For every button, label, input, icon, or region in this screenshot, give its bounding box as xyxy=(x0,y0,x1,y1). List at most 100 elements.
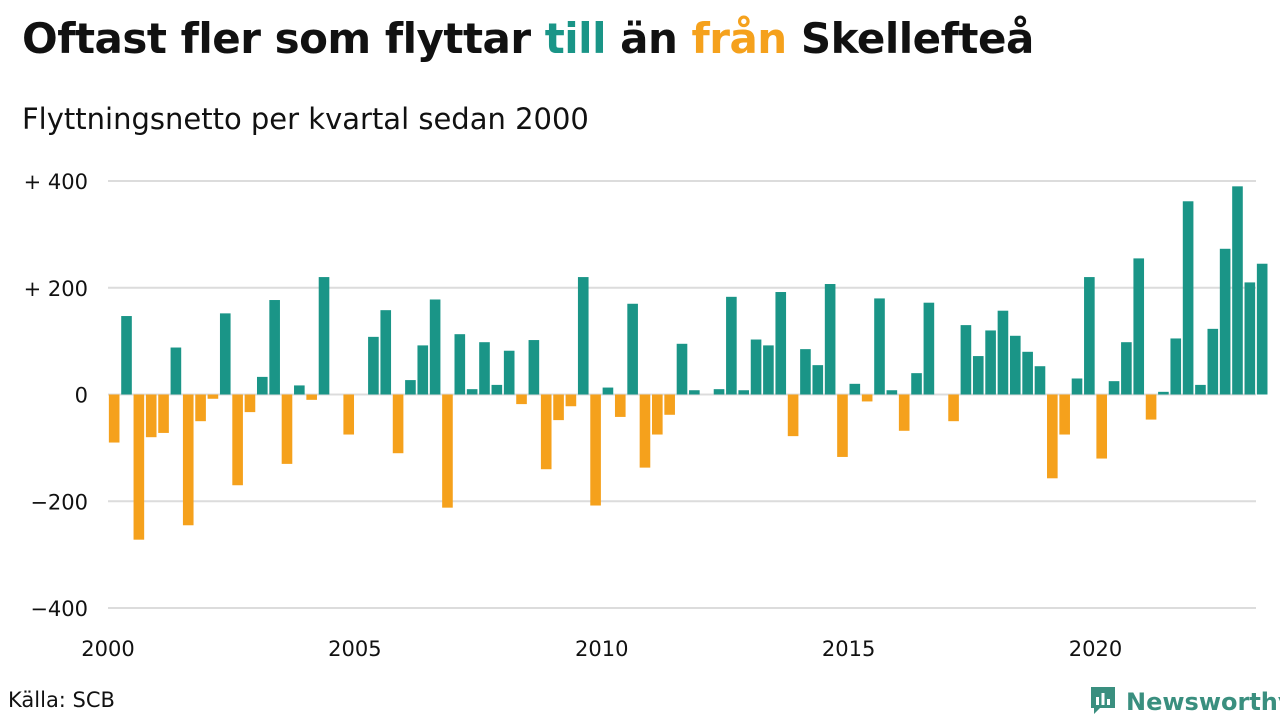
bar-positive xyxy=(1084,277,1095,395)
bar-positive xyxy=(886,390,898,395)
bar-positive xyxy=(269,300,280,395)
title-part-2: än xyxy=(605,14,692,63)
bar-negative xyxy=(343,394,355,435)
chart-title: Oftast fler som flyttar till än från Ske… xyxy=(22,14,1034,63)
bar-negative xyxy=(652,394,663,435)
y-tick-label: −200 xyxy=(30,490,88,514)
bar-positive xyxy=(923,302,935,395)
brand-name: Newsworthy xyxy=(1126,688,1280,716)
bar-negative xyxy=(898,394,910,431)
bar-negative xyxy=(1047,394,1058,479)
title-part-3: Skellefteå xyxy=(786,14,1035,63)
chart-subtitle: Flyttningsnetto per kvartal sedan 2000 xyxy=(22,102,589,136)
x-tick-label: 2000 xyxy=(81,637,134,661)
bar-positive xyxy=(997,310,1009,395)
bar-positive xyxy=(429,299,441,395)
bar-negative xyxy=(145,394,157,438)
bar-positive xyxy=(121,316,132,395)
y-tick-label: 0 xyxy=(75,384,88,408)
bar-positive xyxy=(380,310,392,395)
bar-negative xyxy=(182,394,194,526)
bar-positive xyxy=(874,298,885,395)
x-tick-label: 2020 xyxy=(1069,637,1122,661)
bar-negative xyxy=(1145,394,1157,420)
bar-positive xyxy=(1034,366,1046,395)
bar-negative xyxy=(639,394,651,468)
bar-negative xyxy=(133,394,145,540)
bar-negative xyxy=(837,394,848,457)
bar-positive xyxy=(503,350,515,395)
bar-positive xyxy=(256,376,268,395)
bar-negative xyxy=(664,394,675,415)
bar-negative xyxy=(614,394,626,417)
bar-positive xyxy=(1207,328,1219,395)
bar-positive xyxy=(1158,391,1169,395)
bar-negative xyxy=(787,394,799,437)
title-word-out: från xyxy=(691,14,787,63)
x-tick-label: 2015 xyxy=(822,637,875,661)
bar-negative xyxy=(281,394,293,464)
bar-negative xyxy=(232,394,243,486)
bar-positive xyxy=(1133,258,1145,395)
bar-negative xyxy=(1059,394,1070,435)
bar-positive xyxy=(689,390,700,395)
bar-positive xyxy=(479,342,490,395)
brand-logo[interactable]: Newsworthy xyxy=(1088,684,1280,720)
bar-negative xyxy=(540,394,552,470)
bar-negative xyxy=(948,394,959,422)
bar-positive xyxy=(972,356,984,395)
title-part-1: Oftast fler som flyttar xyxy=(22,14,545,63)
bar-positive xyxy=(750,339,762,395)
bar-negative xyxy=(195,394,206,422)
bar-positive xyxy=(368,336,379,395)
bar-negative xyxy=(553,394,564,421)
bar-positive xyxy=(960,325,972,395)
bar-positive xyxy=(911,373,922,395)
bar-negative xyxy=(861,394,873,402)
bar-negative xyxy=(1096,394,1108,459)
bar-positive xyxy=(294,385,305,395)
bar-negative xyxy=(516,394,527,405)
bar-positive xyxy=(800,349,811,395)
bar-positive xyxy=(491,384,503,395)
bar-positive xyxy=(849,383,861,395)
bar-positive xyxy=(1195,384,1206,395)
bar-positive xyxy=(1182,201,1194,395)
bar-positive xyxy=(602,387,614,395)
bar-positive xyxy=(318,277,330,395)
y-tick-label: + 400 xyxy=(24,170,88,194)
bar-positive xyxy=(1256,263,1268,395)
bar-negative xyxy=(244,394,256,413)
bar-positive xyxy=(170,347,182,395)
x-tick-label: 2010 xyxy=(575,637,628,661)
bar-positive xyxy=(763,345,774,395)
bar-positive xyxy=(738,390,750,395)
bar-positive xyxy=(1022,351,1033,395)
bar-positive xyxy=(713,389,725,395)
bar-positive xyxy=(1219,248,1231,395)
source-note: Källa: SCB xyxy=(8,688,115,712)
bar-negative xyxy=(442,394,453,508)
bar-positive xyxy=(417,345,429,395)
bar-positive xyxy=(775,292,787,395)
bar-positive xyxy=(1244,282,1256,395)
bar-positive xyxy=(1071,378,1083,395)
bar-negative xyxy=(590,394,601,506)
bar-positive xyxy=(627,303,638,395)
y-tick-label: + 200 xyxy=(24,277,88,301)
bar-positive xyxy=(577,277,589,395)
bar-negative xyxy=(207,394,219,399)
bar-positive xyxy=(1232,186,1243,395)
bar-positive xyxy=(812,365,824,395)
bar-positive xyxy=(1009,335,1021,395)
bar-positive xyxy=(405,380,416,395)
bar-negative xyxy=(306,394,317,400)
bar-positive xyxy=(528,340,540,395)
bar-positive xyxy=(1108,381,1120,395)
bar-negative xyxy=(392,394,404,454)
bar-positive xyxy=(219,313,231,395)
bar-positive xyxy=(676,343,688,395)
bar-negative xyxy=(158,394,169,433)
bar-positive xyxy=(985,330,996,395)
